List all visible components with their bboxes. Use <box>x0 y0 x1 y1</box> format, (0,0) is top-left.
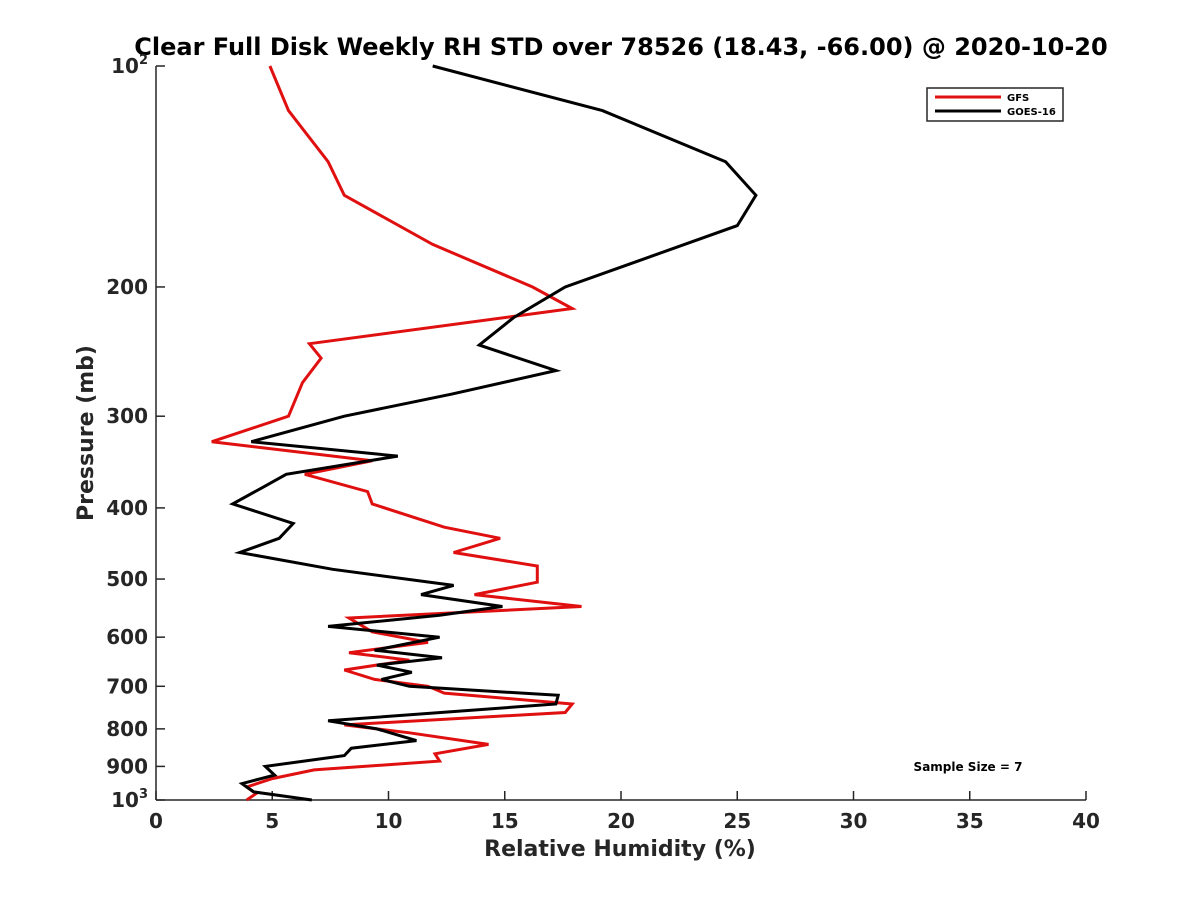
series-line-gfs <box>211 65 582 802</box>
x-tick-label: 20 <box>607 809 635 833</box>
legend-box <box>926 87 1064 122</box>
sample-size-note: Sample Size = 7 <box>914 760 1023 774</box>
x-tick-label: 25 <box>723 809 751 833</box>
y-tick-label: 300 <box>106 404 148 428</box>
legend: GFS GOES-16 <box>926 87 1064 122</box>
x-tick-label: 5 <box>265 809 279 833</box>
y-tick-label: 700 <box>106 674 148 698</box>
series-lines <box>211 64 758 802</box>
legend-label: GFS <box>1007 93 1029 104</box>
y-tick-label: 500 <box>106 567 148 591</box>
axes <box>155 66 1086 801</box>
y-tick-label: 600 <box>106 625 148 649</box>
y-tick-label: 400 <box>106 496 148 520</box>
x-ticks: 0 5 10 15 20 25 30 35 40 <box>149 791 1100 833</box>
x-axis-label: Relative Humidity (%) <box>484 837 756 862</box>
x-tick-label: 40 <box>1072 809 1100 833</box>
x-tick-label: 0 <box>149 809 163 833</box>
series-line-goes-16 <box>228 64 758 802</box>
x-tick-label: 10 <box>375 809 403 833</box>
y-tick-label: 800 <box>106 717 148 741</box>
legend-label: GOES-16 <box>1007 107 1056 118</box>
y-tick-label: 900 <box>106 754 148 778</box>
x-tick-label: 30 <box>840 809 868 833</box>
y-tick-label: 200 <box>106 275 148 299</box>
chart-title: Clear Full Disk Weekly RH STD over 78526… <box>134 33 1107 61</box>
y-tick-label: 102 <box>111 53 148 78</box>
x-tick-label: 15 <box>491 809 519 833</box>
x-tick-label: 35 <box>956 809 984 833</box>
y-ticks: 102 200 300 400 500 600 700 800 900 103 <box>106 53 165 812</box>
y-axis-label: Pressure (mb) <box>74 345 99 521</box>
y-tick-label: 103 <box>111 787 148 812</box>
